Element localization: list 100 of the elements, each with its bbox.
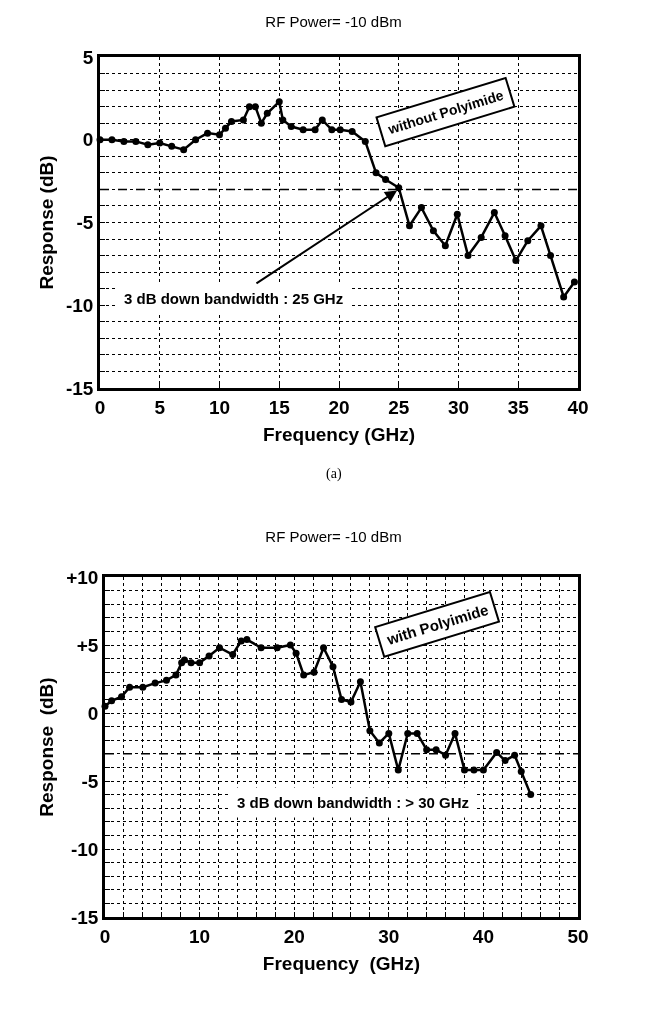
point (108, 697, 116, 705)
point (479, 766, 487, 774)
point (511, 751, 519, 759)
point (151, 679, 159, 687)
point (432, 746, 440, 754)
x-tick-label: 10 (189, 925, 211, 947)
point (320, 644, 328, 652)
point (263, 109, 271, 117)
annotation: 3 dB down bandwidth : 25 GHz (124, 290, 344, 307)
point (328, 126, 336, 134)
x-tick-label: 40 (567, 396, 589, 418)
point (336, 126, 344, 134)
point (490, 209, 498, 217)
point (347, 698, 355, 706)
point (338, 695, 345, 703)
y-tick-label: 5 (82, 46, 94, 68)
y-tick-label: -10 (70, 838, 99, 860)
point (501, 232, 509, 240)
point (517, 767, 525, 775)
x-tick-label: 40 (472, 925, 494, 947)
point (227, 118, 235, 126)
x-axis-title: Frequency (GHz) (262, 424, 416, 446)
point (493, 748, 501, 756)
point (196, 659, 204, 667)
point (375, 739, 383, 747)
point (180, 146, 188, 154)
y-tick-label: -15 (70, 906, 99, 928)
x-tick-label: 10 (208, 396, 231, 418)
y-tick-label: +5 (76, 634, 99, 656)
point (356, 678, 364, 686)
point (168, 142, 176, 150)
x-tick-label: 15 (268, 396, 291, 418)
point (441, 242, 449, 250)
point (243, 636, 251, 644)
point (204, 129, 212, 137)
point (245, 103, 253, 111)
y-tick-label: -5 (76, 212, 94, 234)
x-tick-label: 35 (507, 396, 530, 418)
point (372, 169, 380, 177)
point (300, 671, 308, 679)
point (527, 791, 535, 799)
point (394, 766, 402, 774)
point (453, 210, 461, 218)
point (292, 649, 300, 657)
point (417, 204, 425, 212)
point (512, 257, 520, 265)
y-axis-title: Response (dB) (36, 677, 58, 817)
point (187, 659, 195, 667)
point (221, 124, 229, 132)
x-tick-label: 20 (283, 925, 305, 947)
point (286, 641, 294, 649)
point (477, 233, 485, 241)
point (144, 141, 152, 149)
point (460, 766, 468, 774)
point (162, 676, 170, 684)
point (120, 137, 128, 145)
point (395, 184, 403, 192)
point (570, 278, 578, 286)
point (429, 227, 437, 235)
point (348, 127, 356, 135)
point (229, 651, 237, 659)
point (470, 766, 478, 774)
y-tick-label: +10 (66, 566, 99, 588)
point (451, 729, 459, 737)
y-tick-label: 0 (87, 702, 99, 724)
point (287, 123, 295, 131)
point (192, 136, 200, 144)
point (423, 746, 431, 754)
point (126, 683, 134, 691)
point (311, 126, 319, 134)
annotation: 3 dB down bandwidth : > 30 GHz (237, 794, 470, 811)
point (156, 139, 164, 147)
point (361, 137, 369, 145)
x-tick-label: 25 (388, 396, 410, 418)
y-tick-label: -5 (81, 770, 99, 792)
x-tick-label: 20 (328, 396, 350, 418)
point (251, 103, 259, 111)
x-tick-label: 5 (154, 396, 166, 418)
x-tick-label: 30 (378, 925, 400, 947)
point (108, 136, 116, 144)
point (537, 222, 545, 230)
point (524, 237, 532, 245)
point (139, 683, 147, 691)
y-axis-title: Response (dB) (35, 155, 57, 290)
point (385, 729, 393, 737)
x-tick-label: 50 (567, 925, 589, 947)
x-tick-label: 30 (447, 396, 470, 418)
point (172, 671, 180, 679)
x-axis-title: Frequency (GHz) (262, 953, 421, 975)
point (257, 119, 265, 127)
point (205, 652, 213, 660)
point (118, 693, 126, 701)
chart-title: RF Power= -10 dBm (265, 528, 402, 546)
point (382, 175, 390, 183)
point (215, 644, 223, 652)
point (366, 727, 374, 735)
point (501, 757, 509, 765)
point (560, 293, 568, 301)
chart-title: RF Power= -10 dBm (265, 13, 402, 31)
y-tick-label: -15 (65, 377, 94, 399)
